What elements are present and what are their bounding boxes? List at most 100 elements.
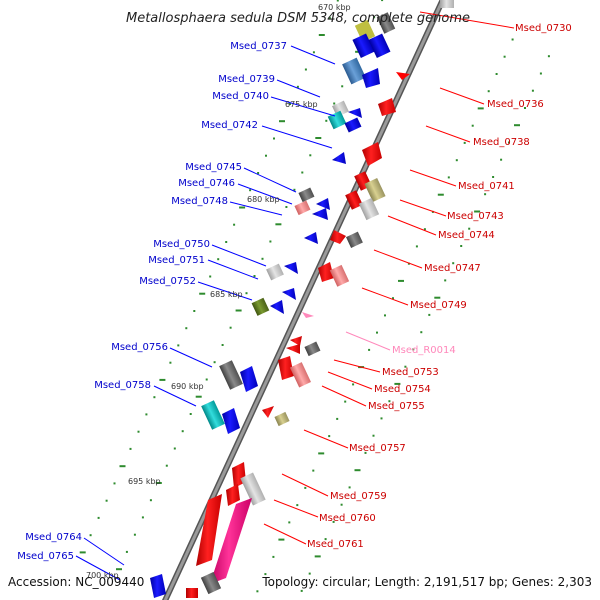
track-dot bbox=[149, 499, 152, 502]
track-dot bbox=[415, 245, 418, 248]
gene-feature-gray bbox=[346, 231, 363, 248]
gene-feature-magenta-long bbox=[210, 498, 252, 584]
track-dot bbox=[318, 34, 325, 36]
track-dot bbox=[213, 361, 216, 364]
track-dot bbox=[257, 172, 260, 174]
track-dot bbox=[452, 262, 455, 265]
label-leader-lines bbox=[75, 11, 515, 581]
track-dot bbox=[508, 141, 510, 144]
track-dot bbox=[288, 521, 291, 524]
scale-label-685: 685 kbp bbox=[210, 290, 243, 299]
track-dot bbox=[304, 68, 307, 71]
chart-title: Metallosphaera sedula DSM 5348, complete… bbox=[126, 11, 470, 26]
track-dot bbox=[169, 361, 172, 364]
track-dot bbox=[300, 589, 303, 592]
gene-label-msed-0753: Msed_0753 bbox=[382, 367, 439, 378]
track-dot bbox=[315, 137, 322, 139]
gene-label-msed-0736: Msed_0736 bbox=[487, 99, 544, 110]
track-dot bbox=[514, 124, 520, 127]
track-dot bbox=[278, 538, 285, 541]
track-dot bbox=[428, 313, 431, 316]
gene-feature-blue-arrow bbox=[222, 408, 240, 434]
gene-feature-blue-arrow bbox=[282, 288, 296, 300]
gene-label-msed-0739: Msed_0739 bbox=[218, 74, 275, 85]
track-dot bbox=[341, 85, 344, 88]
track-dot bbox=[328, 435, 331, 438]
track-dot bbox=[308, 572, 311, 575]
track-dot bbox=[279, 120, 285, 123]
gene-label-msed-0743: Msed_0743 bbox=[447, 211, 504, 222]
gene-feature-light bbox=[240, 472, 266, 506]
gene-label-msed-0754: Msed_0754 bbox=[374, 384, 431, 395]
gene-feature-red bbox=[345, 190, 363, 210]
gene-feature-blue-arrow bbox=[312, 208, 328, 220]
gene-label-msed-0742: Msed_0742 bbox=[201, 120, 258, 131]
scale-label-670: 670 kbp bbox=[318, 3, 351, 12]
track-dot bbox=[301, 171, 304, 174]
track-dot bbox=[314, 555, 321, 558]
track-dot bbox=[392, 297, 394, 300]
gene-feature-red-arrow bbox=[378, 98, 396, 116]
track-dot bbox=[500, 158, 503, 161]
track-dot bbox=[398, 279, 404, 282]
track-dot bbox=[269, 240, 272, 243]
gene-feature-gray bbox=[219, 360, 243, 390]
track-dot bbox=[181, 430, 184, 433]
track-dot bbox=[474, 210, 481, 213]
track-dot bbox=[193, 310, 196, 312]
gene-feature-blue bbox=[352, 33, 375, 59]
track-dot bbox=[249, 189, 252, 192]
track-dot bbox=[487, 90, 490, 93]
track-dot bbox=[312, 51, 315, 54]
track-dot bbox=[531, 89, 534, 92]
track-dot bbox=[189, 413, 192, 415]
track-dot bbox=[336, 417, 339, 420]
track-dot bbox=[245, 292, 248, 295]
track-dot bbox=[272, 555, 275, 558]
track-dot bbox=[293, 188, 296, 191]
track-dot bbox=[289, 103, 291, 105]
track-dot bbox=[173, 447, 176, 450]
scale-label-695: 695 kbp bbox=[128, 477, 161, 486]
track-dot bbox=[384, 314, 386, 317]
gene-label-msed-0749: Msed_0749 bbox=[410, 300, 467, 311]
gene-label-msed-0764: Msed_0764 bbox=[25, 532, 82, 543]
gene-feature-light bbox=[358, 197, 380, 221]
gene-label-msed-0750: Msed_0750 bbox=[153, 239, 210, 250]
track-dot bbox=[177, 344, 180, 347]
track-dot bbox=[256, 590, 259, 593]
track-dot bbox=[381, 0, 384, 2]
gene-label-msed-0761: Msed_0761 bbox=[307, 539, 364, 550]
track-dot bbox=[460, 245, 463, 247]
forward-gene-labels: Msed_0737 Msed_0739 Msed_0740 Msed_0742 … bbox=[17, 41, 287, 562]
track-dot bbox=[348, 486, 351, 489]
track-dot bbox=[296, 85, 299, 88]
gene-feature-light bbox=[440, 0, 454, 8]
gene-feature-gray bbox=[376, 12, 396, 34]
track-dot bbox=[352, 383, 355, 386]
gene-label-msed-0757: Msed_0757 bbox=[349, 443, 406, 454]
track-dot bbox=[253, 275, 256, 277]
track-dot bbox=[373, 16, 376, 19]
track-dot bbox=[159, 378, 166, 381]
gene-label-msed-0755: Msed_0755 bbox=[368, 401, 425, 412]
track-dot bbox=[125, 550, 128, 553]
track-dot bbox=[304, 486, 307, 489]
gene-feature-blue-arrow bbox=[150, 574, 166, 598]
track-dot bbox=[495, 73, 498, 75]
track-dot bbox=[468, 227, 471, 230]
gene-feature-rna bbox=[302, 312, 314, 318]
track-dot bbox=[185, 327, 188, 330]
track-dot bbox=[484, 193, 487, 196]
gene-feature-blue-arrow bbox=[304, 232, 318, 244]
track-dot bbox=[229, 326, 232, 329]
track-dot bbox=[273, 137, 275, 140]
track-dot bbox=[447, 176, 450, 179]
track-dot bbox=[423, 228, 426, 231]
gene-label-msed-0751: Msed_0751 bbox=[148, 255, 205, 266]
track-dot bbox=[455, 159, 458, 162]
track-dot bbox=[199, 292, 206, 295]
track-dot bbox=[97, 516, 100, 519]
gene-feature-red-arrow bbox=[286, 344, 300, 354]
genome-backbone bbox=[162, 0, 446, 600]
